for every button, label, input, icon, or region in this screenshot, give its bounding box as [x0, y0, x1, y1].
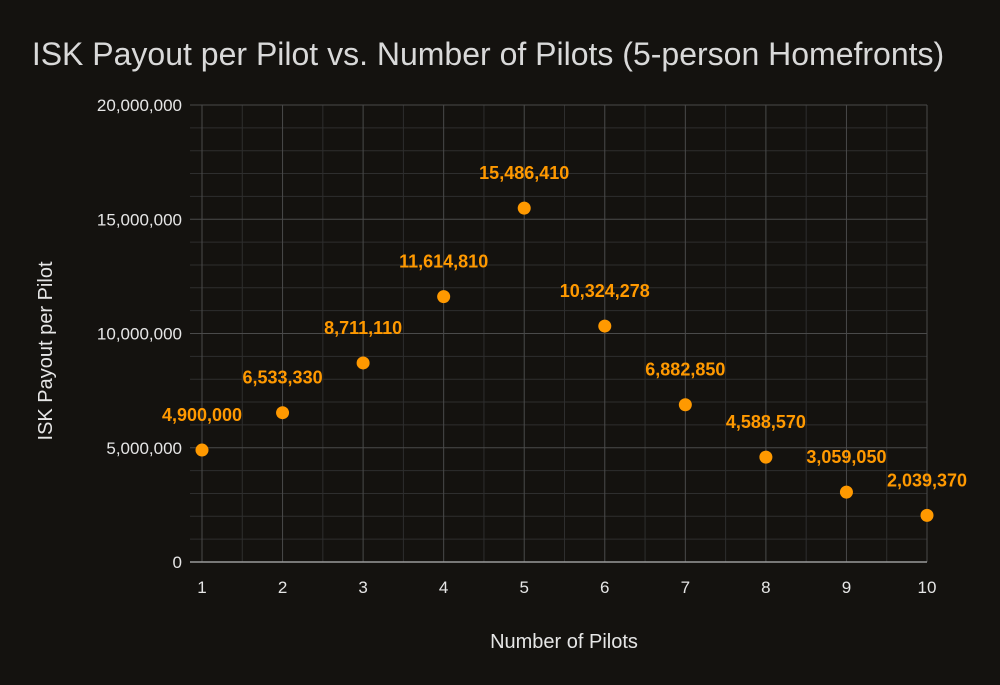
- data-label: 3,059,050: [806, 447, 886, 467]
- data-label: 6,533,330: [243, 368, 323, 388]
- data-point: [839, 485, 853, 499]
- y-tick-label: 5,000,000: [106, 439, 182, 458]
- data-point: [920, 508, 934, 522]
- data-label: 2,039,370: [887, 470, 967, 490]
- data-label: 10,324,278: [560, 281, 650, 301]
- x-tick-label: 9: [842, 578, 851, 597]
- data-point: [356, 356, 370, 370]
- x-tick-label: 1: [197, 578, 206, 597]
- x-axis-label: Number of Pilots: [490, 631, 638, 653]
- data-point: [437, 290, 451, 304]
- data-point: [759, 450, 773, 464]
- y-axis-label: ISK Payout per Pilot: [35, 261, 57, 440]
- x-tick-label: 3: [358, 578, 367, 597]
- data-point: [517, 201, 531, 215]
- y-tick-label: 20,000,000: [97, 96, 182, 115]
- data-point: [276, 406, 290, 420]
- data-point: [598, 319, 612, 333]
- x-tick-label: 6: [600, 578, 609, 597]
- data-label: 6,882,850: [645, 360, 725, 380]
- x-tick-label: 2: [278, 578, 287, 597]
- data-label: 11,614,810: [399, 252, 488, 272]
- tick-labels: 0 5,000,000 10,000,000 15,000,000 20,000,000…: [97, 96, 937, 597]
- y-tick-label: 0: [173, 553, 182, 572]
- chart-title: ISK Payout per Pilot vs. Number of Pilot…: [32, 36, 944, 72]
- x-tick-label: 4: [439, 578, 448, 597]
- x-tick-label: 8: [761, 578, 770, 597]
- data-points: [195, 201, 934, 522]
- x-tick-label: 7: [681, 578, 690, 597]
- x-tick-label: 10: [918, 578, 937, 597]
- x-tick-label: 5: [519, 578, 528, 597]
- data-label: 4,900,000: [162, 405, 242, 425]
- data-label: 15,486,410: [479, 163, 569, 183]
- y-tick-label: 10,000,000: [97, 325, 182, 344]
- data-point: [195, 443, 209, 457]
- data-label: 4,588,570: [726, 412, 806, 432]
- data-label: 8,711,110: [324, 318, 402, 338]
- data-point: [678, 398, 692, 412]
- y-tick-label: 15,000,000: [97, 210, 182, 229]
